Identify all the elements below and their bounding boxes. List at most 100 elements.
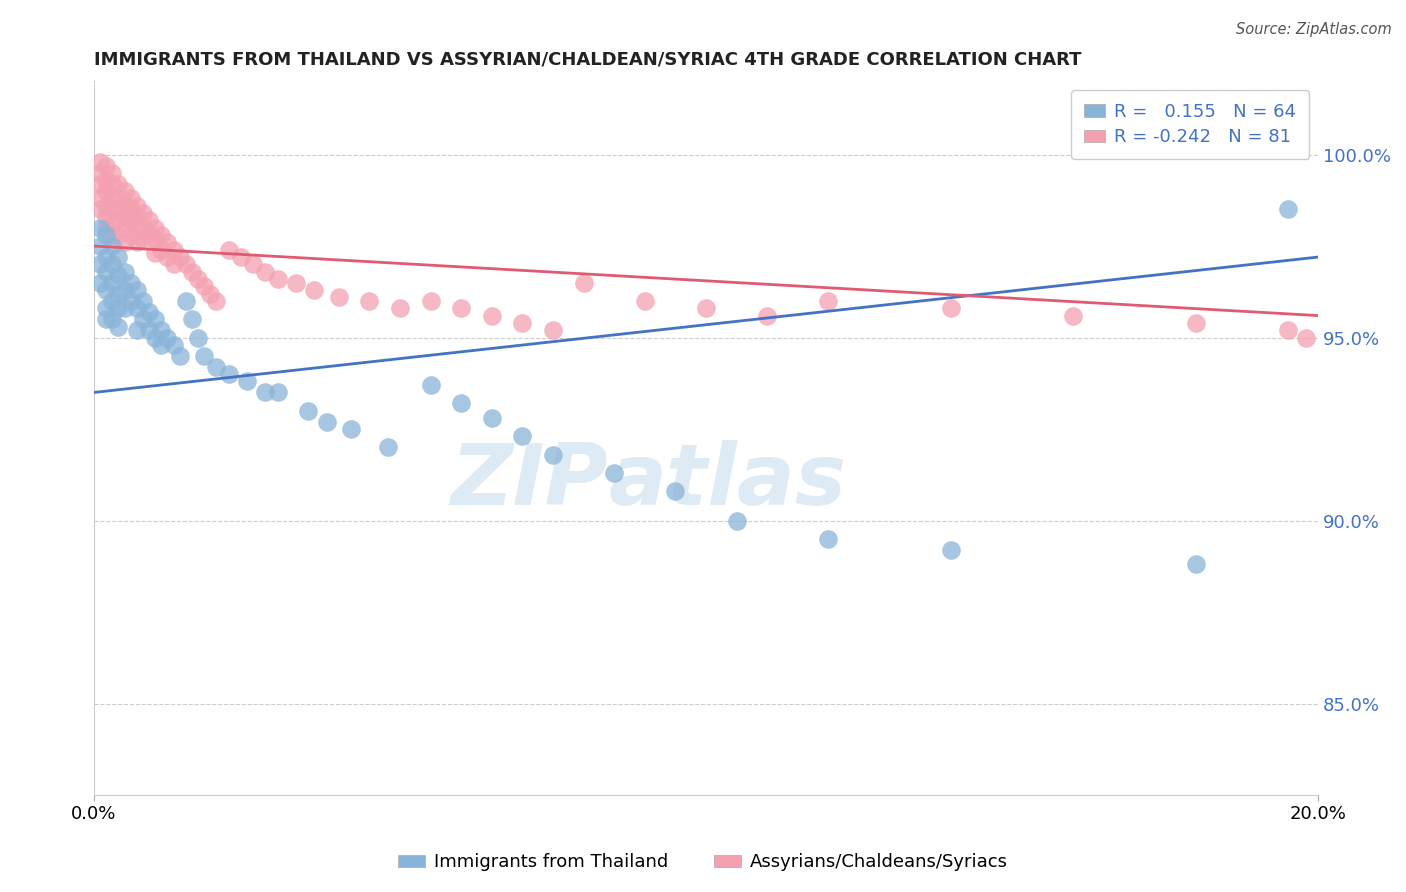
Point [138,228,160,243]
Point [132,312,155,326]
Legend: R =   0.155   N = 64, R = -0.242   N = 81: R = 0.155 N = 64, R = -0.242 N = 81 [1071,90,1309,159]
Point [101,228,124,243]
Point [132,232,155,246]
Point [107,250,129,264]
Point [725,514,748,528]
Point [218,367,240,381]
Point [193,279,215,293]
Point [107,191,129,205]
Point [266,385,288,400]
Point [132,220,155,235]
Point [114,184,136,198]
Point [125,235,148,250]
Point [297,403,319,417]
Point [125,283,148,297]
Point [242,257,264,271]
Point [180,265,202,279]
Point [132,206,155,220]
Point [266,272,288,286]
Text: Source: ZipAtlas.com: Source: ZipAtlas.com [1236,22,1392,37]
Point [114,283,136,297]
Point [174,293,197,308]
Point [107,319,129,334]
Point [450,396,472,410]
Point [939,542,962,557]
Point [1184,316,1206,330]
Point [143,246,166,260]
Point [512,429,534,443]
Point [143,330,166,344]
Point [205,293,228,308]
Text: ZIP: ZIP [450,440,609,523]
Point [377,441,399,455]
Point [96,199,118,213]
Point [101,312,124,326]
Point [96,228,118,243]
Point [150,323,173,337]
Point [254,265,277,279]
Point [150,228,173,243]
Point [120,276,142,290]
Point [107,301,129,316]
Point [236,375,259,389]
Point [125,220,148,235]
Point [1277,323,1299,337]
Point [96,210,118,224]
Point [304,283,326,297]
Point [756,309,779,323]
Point [254,385,277,400]
Point [419,293,441,308]
Point [218,243,240,257]
Point [132,293,155,308]
Point [114,301,136,316]
Point [89,191,111,205]
Point [120,191,142,205]
Point [114,220,136,235]
Point [101,257,124,271]
Point [114,265,136,279]
Point [89,220,111,235]
Point [101,166,124,180]
Point [101,239,124,253]
Point [138,213,160,227]
Point [96,312,118,326]
Point [96,159,118,173]
Point [125,301,148,316]
Point [120,228,142,243]
Point [187,330,209,344]
Point [193,349,215,363]
Point [359,293,381,308]
Point [150,338,173,352]
Point [96,250,118,264]
Point [89,257,111,271]
Point [634,293,657,308]
Point [101,191,124,205]
Point [817,532,839,546]
Point [156,250,179,264]
Point [817,293,839,308]
Point [96,265,118,279]
Point [340,422,363,436]
Point [101,202,124,217]
Point [541,323,564,337]
Point [114,199,136,213]
Point [114,235,136,250]
Point [169,349,191,363]
Point [481,309,503,323]
Point [388,301,411,316]
Point [156,235,179,250]
Point [96,283,118,297]
Point [101,276,124,290]
Point [107,213,129,227]
Point [1277,202,1299,217]
Point [162,243,184,257]
Point [107,268,129,283]
Point [150,243,173,257]
Point [419,378,441,392]
Point [96,173,118,187]
Point [125,210,148,224]
Point [125,323,148,337]
Point [939,301,962,316]
Point [1062,309,1084,323]
Point [174,257,197,271]
